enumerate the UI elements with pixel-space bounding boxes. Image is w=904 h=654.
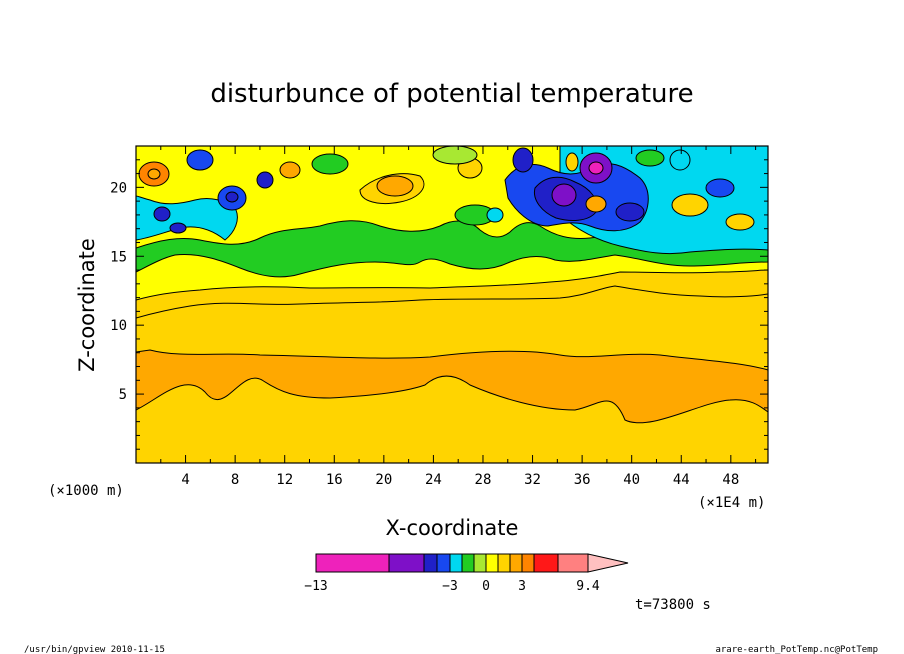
warm-cell-top-a xyxy=(279,161,301,179)
warm-cell-mid-core xyxy=(376,175,414,197)
y-axis-title: Z-coordinate xyxy=(75,238,99,372)
chart-title: disturbunce of potential temperature xyxy=(210,79,693,109)
coldest-cell-a-core xyxy=(588,161,604,175)
x-tick-label: 40 xyxy=(623,472,640,488)
cold-cell-c xyxy=(615,202,645,222)
x-tick-label: 24 xyxy=(425,472,442,488)
x-tick-label: 12 xyxy=(276,472,293,488)
x-unit-right: (×1E4 m) xyxy=(698,495,765,511)
colorbar-arrow xyxy=(587,553,629,573)
x-tick-label: 20 xyxy=(375,472,392,488)
warm-cell-left-core xyxy=(147,168,161,180)
colorbar-swatch xyxy=(497,553,511,573)
colorbar-label: −3 xyxy=(442,579,458,594)
footer-left: /usr/bin/gpview 2010-11-15 xyxy=(24,645,165,654)
colorbar-swatch xyxy=(423,553,438,573)
green-cell-b xyxy=(432,146,478,165)
colorbar-swatch xyxy=(509,553,523,573)
colorbar-label: 9.4 xyxy=(576,579,600,594)
colorbar-label: 0 xyxy=(482,579,490,594)
cyan-cell-e xyxy=(669,149,691,171)
cyan-cell-mid xyxy=(486,207,504,223)
colorbar-swatch xyxy=(436,553,451,573)
cold-cell-d xyxy=(512,147,534,173)
colorbar-swatch xyxy=(533,553,559,573)
green-cell-a xyxy=(311,153,349,175)
warm-cell-right-a xyxy=(585,195,607,213)
x-tick-label: 36 xyxy=(574,472,591,488)
colorbar-swatch xyxy=(449,553,463,573)
plot-frame xyxy=(135,145,769,464)
x-tick-label: 8 xyxy=(231,472,239,488)
cold-cell-left-e xyxy=(256,171,274,189)
colorbar-label: −13 xyxy=(304,579,327,594)
blue-cell-f xyxy=(705,178,735,198)
x-tick-label: 44 xyxy=(673,472,690,488)
colorbar: −13 −3 0 3 9.4 xyxy=(304,553,629,594)
colorbar-swatch xyxy=(315,553,390,573)
plot-area xyxy=(136,146,768,463)
coldest-cell-b xyxy=(551,183,577,207)
warm-cell-stripe xyxy=(565,152,579,172)
x-tick-label: 32 xyxy=(524,472,541,488)
y-tick-label: 5 xyxy=(119,387,127,403)
colorbar-swatch xyxy=(557,553,589,573)
green-cell-d xyxy=(635,149,665,167)
x-tick-label: 16 xyxy=(326,472,343,488)
field-band-warm-core xyxy=(136,349,768,424)
x-tick-label: 48 xyxy=(722,472,739,488)
y-tick-label: 10 xyxy=(110,318,127,334)
cold-cell-left-d xyxy=(169,222,187,234)
x-unit-left: (×1000 m) xyxy=(48,483,124,499)
cold-cell-left-c xyxy=(153,206,171,222)
warm-cell-right-b xyxy=(671,193,709,217)
colorbar-swatch xyxy=(388,553,425,573)
cold-cell-left-b xyxy=(186,149,214,171)
colorbar-swatch xyxy=(461,553,475,573)
x-tick-label: 28 xyxy=(475,472,492,488)
colorbar-swatch xyxy=(521,553,535,573)
colorbar-label: 3 xyxy=(518,579,526,594)
y-tick-label: 15 xyxy=(110,249,127,265)
colorbar-swatch xyxy=(473,553,487,573)
y-tick-label: 20 xyxy=(110,180,127,196)
cold-cell-left-a-core xyxy=(225,191,239,203)
time-label: t=73800 s xyxy=(635,597,711,613)
footer-right: arare-earth_PotTemp.nc@PotTemp xyxy=(715,645,878,654)
x-tick-label: 4 xyxy=(181,472,189,488)
warm-cell-right-c xyxy=(725,213,755,231)
colorbar-swatch xyxy=(485,553,499,573)
x-axis-title: X-coordinate xyxy=(386,516,519,540)
